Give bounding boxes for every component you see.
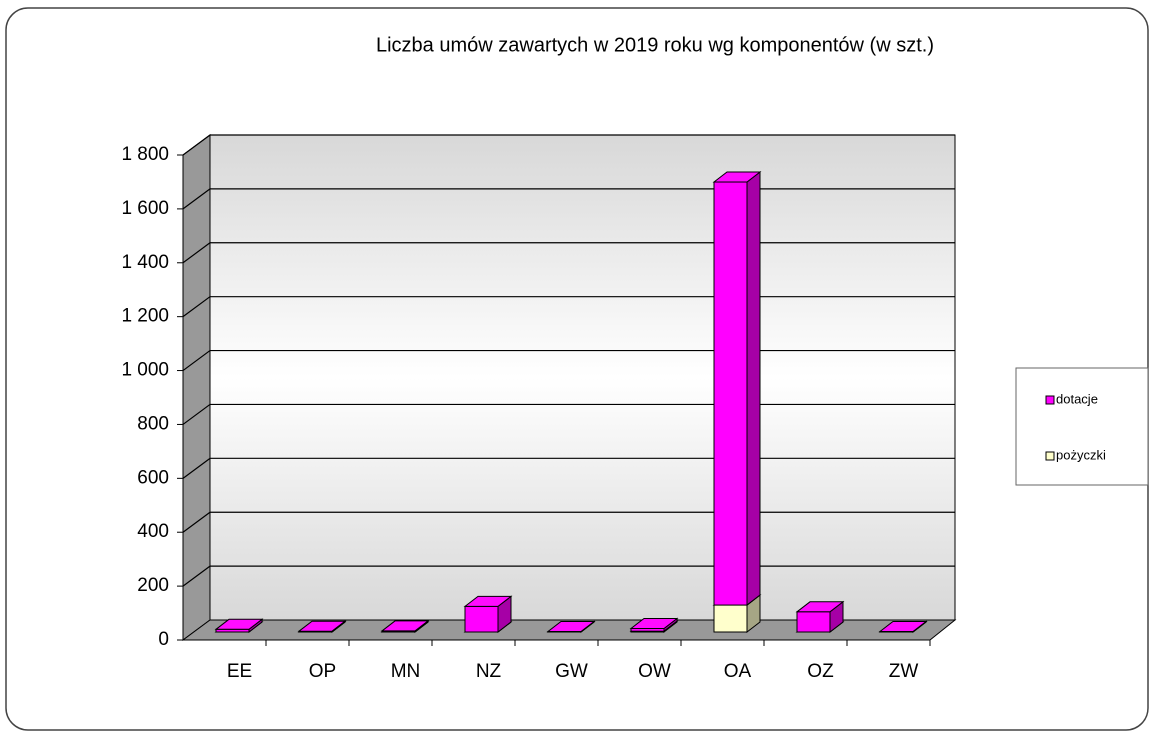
- x-tick-label: MN: [391, 661, 421, 682]
- bar-top: [380, 620, 430, 632]
- legend-label: pożyczki: [1056, 447, 1106, 462]
- x-tick-label: OA: [724, 661, 752, 682]
- x-tick-label: NZ: [476, 661, 502, 682]
- y-tick-label: 1 800: [121, 144, 169, 165]
- bar-segment: [878, 620, 928, 634]
- grid-line: [182, 565, 955, 587]
- x-tick-label: OW: [638, 661, 671, 682]
- y-tick-label: 1 000: [121, 360, 169, 381]
- grid-line: [182, 403, 955, 425]
- y-tick-label: 1 600: [121, 198, 169, 219]
- grid-line: [182, 242, 955, 264]
- legend-label: dotacje: [1056, 391, 1098, 406]
- bar-side: [746, 171, 761, 607]
- bar-top: [214, 618, 264, 630]
- x-tick-label: ZW: [889, 661, 919, 682]
- bar-top: [297, 620, 347, 632]
- bar-front: [713, 604, 748, 633]
- y-tick-label: 200: [137, 575, 169, 596]
- grid-line: [182, 296, 955, 318]
- bar-segment: [712, 171, 762, 607]
- back-wall: [209, 134, 956, 621]
- chart-title: Liczba umów zawartych w 2019 roku wg kom…: [376, 34, 934, 56]
- y-tick-label: 0: [158, 629, 169, 650]
- y-tick-label: 800: [137, 413, 169, 434]
- legend-swatch: [1045, 395, 1055, 405]
- x-tick-label: GW: [555, 661, 588, 682]
- grid-line: [182, 188, 955, 210]
- y-tick-label: 1 200: [121, 306, 169, 327]
- bar-top: [546, 620, 596, 632]
- bar-front: [796, 611, 831, 633]
- grid-line: [182, 134, 955, 156]
- grid-line: [182, 457, 955, 479]
- bar-segment: [297, 620, 347, 634]
- bar-front: [713, 181, 748, 606]
- legend: [1015, 367, 1149, 486]
- bar-segment: [795, 600, 845, 634]
- x-tick-label: OZ: [807, 661, 834, 682]
- bar-top: [712, 171, 762, 183]
- y-tick-label: 1 400: [121, 252, 169, 273]
- bar-segment: [380, 619, 430, 634]
- y-tick-label: 600: [137, 467, 169, 488]
- bar-segment: [546, 620, 596, 634]
- bar-top: [629, 617, 679, 629]
- bar-segment: [463, 595, 513, 634]
- legend-swatch: [1045, 451, 1055, 461]
- grid-line: [182, 511, 955, 533]
- bar-top: [878, 620, 928, 632]
- bar-segment: [214, 618, 264, 634]
- grid-line: [182, 349, 955, 372]
- x-tick-label: EE: [227, 661, 252, 682]
- side-wall: [182, 134, 211, 641]
- bar-top: [795, 601, 845, 613]
- bar-top: [463, 595, 513, 607]
- bar-segment: [629, 617, 679, 633]
- y-tick-label: 400: [137, 521, 169, 542]
- bar-front: [464, 605, 499, 633]
- x-tick-label: OP: [309, 661, 336, 682]
